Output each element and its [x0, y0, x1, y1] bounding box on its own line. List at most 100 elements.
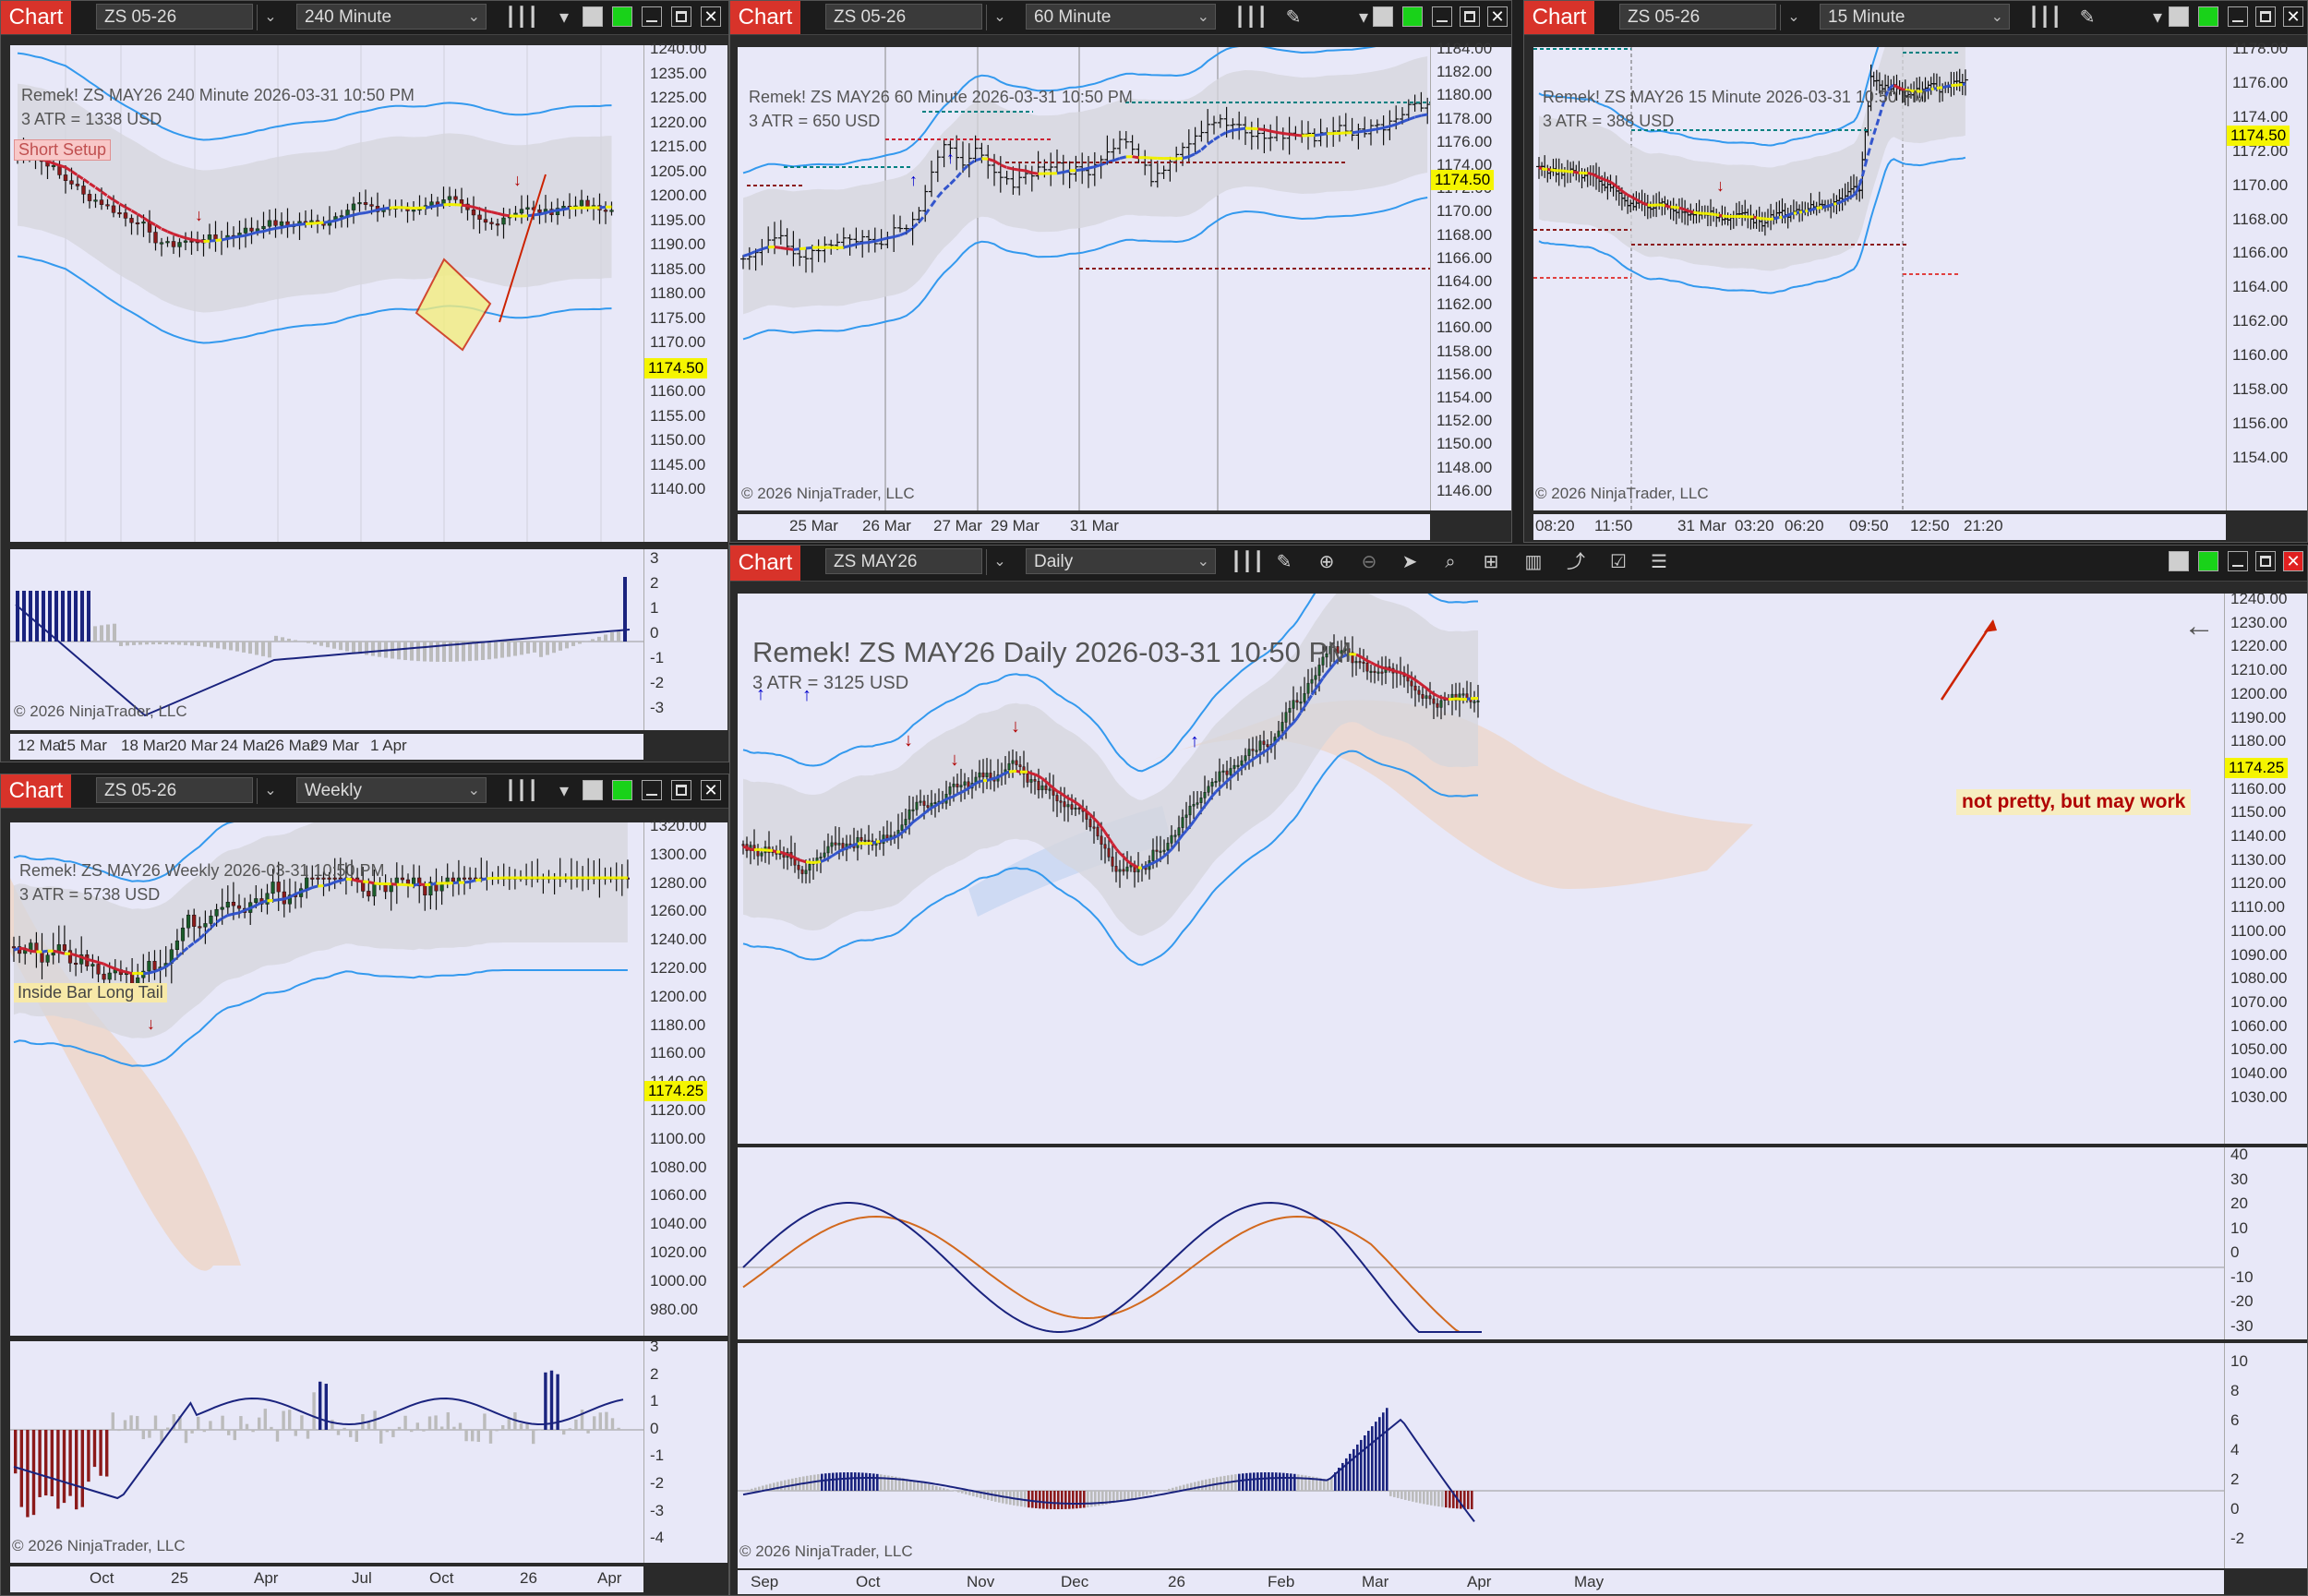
price-panel[interactable]: ↑ ↑ Remek! ZS MAY26 60 Minute 2026-03-31 … — [738, 47, 1430, 510]
close-button[interactable]: ✕ — [2283, 551, 2303, 571]
chevron-down-icon[interactable]: ▾ — [2152, 7, 2163, 28]
trend-midline-segment — [1082, 807, 1088, 813]
histogram-bar — [294, 1430, 297, 1436]
close-button[interactable]: ✕ — [701, 780, 721, 800]
interval-selector[interactable]: Daily ⌄ — [1026, 548, 1216, 574]
instrument-selector[interactable]: ZS 05-26 ⌄ — [96, 4, 277, 30]
trend-midline-segment — [1601, 177, 1605, 182]
indicator-panel[interactable]: © 2026 NinjaTrader, LLC — [10, 549, 643, 730]
trend-midline-segment — [1008, 770, 1014, 774]
price-axis[interactable]: 1320.00 1300.00 1280.00 1260.00 1240.00 1220.… — [643, 817, 727, 1336]
minimize-button[interactable] — [642, 6, 662, 27]
time-axis[interactable]: 12 Mar 15 Mar 18 Mar 20 Mar 24 Mar 26 Mar 29 M… — [10, 734, 643, 760]
time-axis[interactable]: Sep Oct Nov Dec 26 Feb Mar Apr May — [738, 1570, 2224, 1594]
connection-status[interactable] — [612, 780, 632, 800]
chart-menu-tab[interactable]: Chart — [1, 1, 71, 34]
back-arrow-icon[interactable]: ← — [2183, 608, 2215, 643]
maximize-button[interactable] — [671, 780, 691, 800]
chevron-down-icon[interactable]: ▾ — [559, 7, 570, 28]
minimize-button[interactable] — [1432, 6, 1452, 27]
chevron-down-icon[interactable]: ⌄ — [257, 5, 283, 30]
price-panel[interactable]: ↑ ↑ ↑ ↓ ↓ ↓ Remek! ZS MAY26 Daily 2026-03-31 … — [738, 594, 2224, 1144]
maximize-button[interactable] — [671, 6, 691, 27]
interval-selector[interactable]: Weekly ⌄ — [296, 777, 487, 803]
price-panel[interactable]: ↓ Remek! ZS MAY26 15 Minute 2026-03-31 1… — [1533, 47, 2226, 510]
histogram-bar — [917, 1481, 920, 1491]
histogram-bar — [832, 1472, 835, 1491]
chevron-down-icon[interactable]: ⌄ — [1780, 5, 1807, 30]
connection-status[interactable] — [612, 6, 632, 27]
trend-midline-segment — [1936, 86, 1941, 90]
bars-icon[interactable]: ┃┃┃ — [1231, 552, 1265, 572]
connection-status[interactable] — [2198, 6, 2218, 27]
strategies-icon[interactable]: ⤴ — [1567, 552, 1585, 572]
chart-menu-tab[interactable]: Chart — [1524, 1, 1594, 34]
close-button[interactable]: ✕ — [1487, 6, 1508, 27]
histogram-bar — [1308, 1476, 1311, 1491]
indicator-axis[interactable]: 3 2 1 0 -1 -2 -3 -4 — [643, 1338, 727, 1563]
time-axis[interactable]: 08:20 11:50 31 Mar 03:20 06:20 09:50 12:50 21:2… — [1533, 514, 2226, 540]
minimize-button[interactable] — [2228, 6, 2248, 27]
price-axis[interactable]: 1184.00 1182.00 1180.00 1178.00 1176.00 1174.… — [1430, 40, 1511, 510]
price-axis[interactable]: 1178.00 1176.00 1174.00 1172.00 1170.00 1168.… — [2226, 40, 2307, 510]
bars-icon[interactable]: ┃┃┃ — [2028, 7, 2062, 28]
trend-midline-segment — [1381, 666, 1387, 670]
axis-tick-label: 1000.00 — [650, 1271, 707, 1290]
histogram-axis[interactable]: 10 8 6 4 2 0 -2 — [2224, 1343, 2307, 1568]
link-button[interactable] — [583, 780, 603, 800]
templates-icon[interactable]: ☑ — [1610, 552, 1627, 572]
histogram-panel[interactable]: © 2026 NinjaTrader, LLC — [738, 1343, 2224, 1568]
chart-menu-tab[interactable]: Chart — [1, 774, 71, 808]
bars-icon[interactable]: ┃┃┃ — [1234, 7, 1268, 28]
price-axis[interactable]: 1240.00 1235.00 1225.00 1220.00 1215.00 1205.… — [643, 40, 727, 542]
oscillator-axis[interactable]: 40 30 20 10 0 -10 -20 -30 — [2224, 1146, 2307, 1339]
link-button[interactable] — [583, 6, 603, 27]
instrument-selector[interactable]: ZS 05-26 ⌄ — [1619, 4, 1800, 30]
minimize-button[interactable] — [2228, 551, 2248, 571]
time-axis[interactable]: Oct 25 Apr Jul Oct 26 Apr — [10, 1566, 643, 1592]
link-button[interactable] — [2169, 6, 2189, 27]
properties-icon[interactable]: ⊞ — [1483, 552, 1499, 572]
instrument-selector[interactable]: ZS 05-26 ⌄ — [96, 777, 277, 804]
chevron-down-icon[interactable]: ⌄ — [986, 5, 1013, 30]
interval-selector[interactable]: 60 Minute ⌄ — [1026, 4, 1216, 30]
price-panel[interactable]: ↓ ↓ Remek! ZS MAY26 240 Minute 2026-03-31… — [10, 45, 643, 542]
indicator-axis[interactable]: 3 2 1 0 -1 -2 -3 — [643, 549, 727, 730]
chevron-down-icon[interactable]: ▾ — [1358, 7, 1369, 28]
interval-selector[interactable]: 15 Minute ⌄ — [1820, 4, 2010, 30]
connection-status[interactable] — [1402, 6, 1423, 27]
price-axis[interactable]: 1240.00 1230.00 1220.00 1210.00 1200.00 1190.… — [2224, 590, 2307, 1144]
zoom-out-icon[interactable]: ⊖ — [1361, 552, 1377, 572]
chevron-down-icon[interactable]: ⌄ — [257, 778, 283, 804]
indicators-icon[interactable]: ▥ — [1524, 552, 1543, 572]
object-list-icon[interactable]: ☰ — [1651, 552, 1667, 572]
bars-icon[interactable]: ┃┃┃ — [505, 781, 539, 801]
connection-status[interactable] — [2198, 551, 2218, 571]
data-box-icon[interactable]: ⌕ — [1445, 552, 1456, 572]
pencil-icon[interactable]: ✎ — [1285, 7, 1302, 28]
link-button[interactable] — [2169, 551, 2189, 571]
minimize-button[interactable] — [642, 780, 662, 800]
pointer-icon[interactable]: ➤ — [1401, 552, 1418, 572]
maximize-button[interactable] — [1460, 6, 1480, 27]
instrument-selector[interactable]: ZS 05-26 ⌄ — [825, 4, 1006, 30]
pencil-icon[interactable]: ✎ — [1276, 552, 1292, 572]
pencil-icon[interactable]: ✎ — [2079, 7, 2096, 28]
indicator-panel[interactable]: © 2026 NinjaTrader, LLC — [10, 1341, 643, 1563]
chevron-down-icon[interactable]: ▾ — [559, 781, 570, 801]
link-button[interactable] — [1373, 6, 1393, 27]
chart-menu-tab[interactable]: Chart — [730, 546, 800, 581]
price-panel[interactable]: ↓ Remek! ZS MAY26 Weekly 2026-03-31 10:5… — [10, 822, 643, 1336]
time-axis[interactable]: 25 Mar 26 Mar 27 Mar 29 Mar 31 Mar — [738, 514, 1430, 540]
oscillator-panel[interactable] — [738, 1147, 2224, 1339]
chart-menu-tab[interactable]: Chart — [730, 1, 800, 34]
bars-icon[interactable]: ┃┃┃ — [505, 7, 539, 28]
instrument-selector[interactable]: ZS MAY26 ⌄ — [825, 548, 1006, 575]
interval-selector[interactable]: 240 Minute ⌄ — [296, 4, 487, 30]
close-button[interactable]: ✕ — [701, 6, 721, 27]
close-button[interactable]: ✕ — [2283, 6, 2303, 27]
maximize-button[interactable] — [2255, 6, 2276, 27]
maximize-button[interactable] — [2255, 551, 2276, 571]
zoom-in-icon[interactable]: ⊕ — [1318, 552, 1335, 572]
chevron-down-icon[interactable]: ⌄ — [986, 549, 1013, 575]
